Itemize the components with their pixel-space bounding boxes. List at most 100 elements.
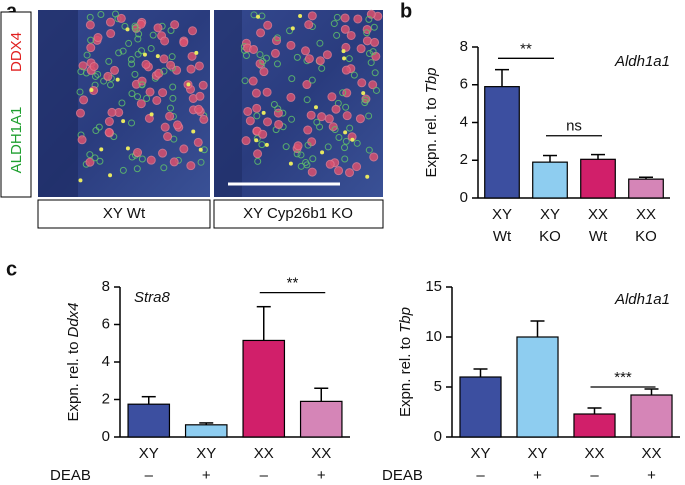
cell: [369, 48, 377, 56]
cell: [121, 119, 126, 124]
cell: [353, 14, 363, 24]
cell: [304, 20, 314, 30]
cell: [288, 75, 296, 83]
cell: [368, 80, 378, 90]
cell: [366, 50, 374, 58]
cell: [198, 80, 208, 90]
y-tick-label: 6: [460, 76, 468, 93]
cell: [304, 141, 312, 149]
y-axis-label: Expn. rel. to Tbp: [423, 68, 440, 178]
cell: [87, 36, 95, 44]
cell: [334, 166, 344, 176]
cell: [307, 167, 317, 177]
cell: [298, 13, 303, 18]
cell: [254, 138, 259, 143]
cell: [345, 55, 353, 63]
cell: [163, 132, 173, 142]
cell: [93, 33, 103, 43]
cell: [315, 56, 325, 66]
cell: [303, 125, 313, 135]
bar: [580, 158, 616, 199]
cell: [317, 112, 327, 122]
stain-box: [0, 11, 32, 198]
cell: [170, 20, 180, 30]
cell: [76, 88, 84, 96]
cell: [309, 155, 317, 163]
cell: [313, 118, 321, 126]
cell: [356, 44, 366, 54]
cell: [273, 60, 281, 68]
y-tick-label: 8: [102, 278, 110, 295]
y-axis-label-gene: Tbp: [397, 307, 414, 333]
cell: [136, 99, 146, 109]
cell: [75, 108, 85, 118]
image-caption: XY Wt: [103, 205, 146, 222]
gene-label: Stra8: [134, 289, 171, 306]
cell: [86, 43, 96, 53]
cell: [134, 93, 142, 101]
cell: [191, 129, 196, 134]
cell: [262, 87, 272, 97]
cell: [350, 137, 355, 142]
bar: [484, 86, 520, 199]
x-tick-label: XX: [311, 445, 331, 462]
cell: [241, 136, 251, 146]
y-tick-label: 6: [102, 315, 110, 332]
y-axis-label-gene: Tbp: [423, 68, 440, 94]
cell: [153, 23, 163, 33]
cell: [264, 142, 269, 147]
cell: [172, 65, 182, 75]
cell: [342, 103, 350, 111]
cell: [106, 29, 116, 39]
cell: [259, 67, 269, 77]
cell: [86, 151, 94, 159]
cell: [135, 30, 143, 38]
cell: [252, 103, 262, 113]
cell: [116, 13, 126, 23]
cell: [293, 150, 301, 158]
x-tick-label: XX: [584, 445, 604, 462]
cell: [188, 26, 198, 36]
cell: [186, 64, 196, 74]
x-tick-label: XY: [470, 445, 490, 462]
cell: [273, 34, 281, 42]
cell: [282, 143, 290, 151]
cell: [352, 162, 362, 172]
cell: [346, 30, 356, 40]
cell: [341, 65, 351, 75]
bar: [299, 400, 343, 438]
cell: [149, 31, 157, 39]
cell: [250, 11, 258, 19]
cell: [125, 39, 133, 47]
x-sublabel: +: [202, 467, 211, 484]
significance-label: ***: [614, 369, 632, 386]
x-tick-label: XY: [492, 206, 512, 223]
cell: [85, 157, 95, 167]
cell: [304, 54, 314, 64]
cell: [370, 37, 380, 47]
cell: [331, 126, 339, 134]
bar: [516, 336, 559, 438]
cell: [263, 20, 273, 30]
x-sublabel: Wt: [589, 228, 608, 245]
bar: [532, 161, 568, 199]
cell: [179, 144, 189, 154]
cell: [94, 70, 102, 78]
panel-label: c: [6, 258, 17, 280]
cell: [128, 119, 136, 127]
cell: [85, 20, 95, 30]
bar: [184, 424, 228, 438]
cell: [187, 51, 197, 61]
cell: [121, 22, 129, 30]
cell: [160, 67, 168, 75]
cell: [261, 110, 266, 115]
cell: [370, 23, 378, 31]
y-tick-label: 2: [102, 390, 110, 407]
cell: [107, 107, 117, 117]
cell: [138, 155, 146, 163]
cell: [155, 54, 160, 59]
cell: [369, 152, 379, 162]
cell: [341, 49, 346, 54]
stain-label: DDX4: [8, 32, 25, 72]
